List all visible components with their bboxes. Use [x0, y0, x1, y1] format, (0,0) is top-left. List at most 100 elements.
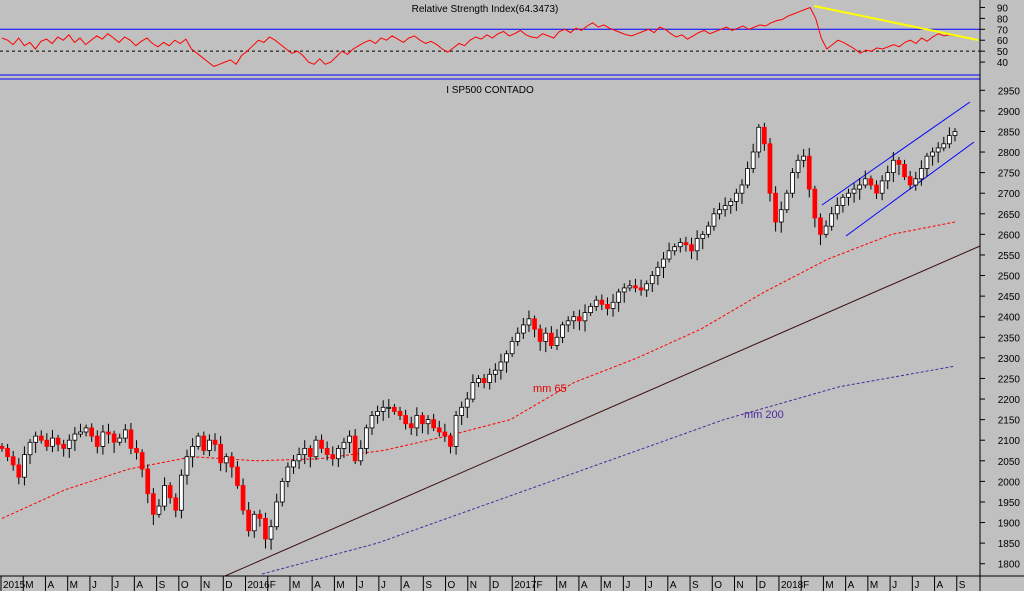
candle-up: [851, 188, 857, 194]
candle-down: [145, 468, 151, 495]
candle-up: [672, 246, 678, 252]
candle-up: [78, 431, 83, 435]
price-tick-label: 1900: [998, 519, 1021, 530]
time-label: J: [625, 580, 630, 591]
price-tick-label: 2350: [998, 333, 1021, 344]
candle-down: [599, 299, 605, 305]
candle-down: [532, 318, 537, 330]
candle-up: [857, 184, 863, 190]
candle-down: [448, 435, 453, 447]
rsi-yellow-trendline: [813, 5, 979, 41]
candle-down: [10, 456, 16, 466]
price-tick-label: 2600: [998, 230, 1021, 241]
candle-up: [22, 454, 27, 478]
candle-down: [201, 435, 207, 451]
time-label: S: [425, 580, 432, 591]
candle-up: [644, 283, 650, 291]
time-label: J: [648, 580, 653, 591]
candle-up: [711, 213, 717, 227]
candle-up: [291, 460, 296, 468]
candle-down: [0, 445, 5, 449]
candle-up: [369, 415, 375, 429]
candle-up: [509, 340, 515, 355]
candles: [0, 122, 958, 550]
candle-up: [649, 275, 655, 285]
time-label: O: [181, 580, 189, 591]
candle-up: [313, 439, 319, 458]
candle-up: [50, 437, 55, 447]
time-label: A: [848, 580, 855, 591]
candle-up: [543, 332, 549, 342]
candle-up: [347, 435, 352, 443]
candle-down: [106, 431, 111, 435]
candle-up: [184, 456, 190, 476]
time-label: F: [536, 580, 542, 591]
price-tick-label: 2750: [998, 169, 1021, 180]
candle-down: [330, 454, 336, 460]
candle-up: [279, 480, 285, 503]
candle-up: [504, 353, 509, 363]
candle-down: [633, 285, 638, 289]
candle-down: [537, 328, 543, 342]
candle-up: [778, 209, 784, 223]
candle-up: [207, 439, 212, 451]
candle-up: [335, 447, 341, 460]
long-term-trendline: [224, 245, 981, 577]
candle-down: [257, 513, 263, 519]
price-tick-label: 2300: [998, 354, 1021, 365]
time-label: N: [470, 580, 477, 591]
rsi-tick-label: 60: [997, 36, 1009, 47]
candle-up: [627, 285, 633, 289]
candle-up: [487, 373, 493, 383]
candle-up: [195, 435, 201, 447]
candle-up: [560, 324, 565, 338]
time-label: F: [803, 580, 809, 591]
time-label: M: [870, 580, 878, 591]
time-label: M: [70, 580, 78, 591]
time-label: M: [825, 580, 833, 591]
candle-down: [638, 287, 644, 291]
time-label: J: [892, 580, 897, 591]
candle-up: [117, 437, 123, 443]
candle-up: [610, 301, 616, 309]
price-tick-label: 1950: [998, 498, 1021, 509]
candle-down: [896, 159, 902, 165]
candle-down: [218, 443, 223, 464]
time-label: J: [359, 580, 364, 591]
candle-up: [492, 369, 498, 375]
time-label: J: [381, 580, 386, 591]
candle-up: [930, 151, 935, 157]
candle-down: [134, 447, 139, 453]
time-label: A: [47, 580, 54, 591]
candle-down: [442, 431, 448, 437]
candle-down: [689, 244, 694, 252]
time-label: A: [670, 580, 677, 591]
candle-up: [565, 320, 571, 326]
candle-down: [605, 303, 610, 309]
candle-down: [902, 163, 907, 178]
candle-up: [919, 168, 924, 180]
candle-up: [223, 456, 229, 464]
time-label: S: [959, 580, 966, 591]
time-label: N: [737, 580, 744, 591]
candle-down: [319, 439, 324, 449]
candle-up: [947, 135, 952, 145]
candle-up: [885, 172, 891, 182]
time-label: D: [492, 580, 499, 591]
candle-up: [33, 435, 39, 443]
candle-up: [358, 447, 364, 462]
time-label: S: [692, 580, 699, 591]
candle-down: [683, 242, 689, 246]
candle-down: [150, 493, 156, 515]
time-label: J: [914, 580, 919, 591]
candle-up: [706, 225, 711, 235]
price-tick-label: 2450: [998, 292, 1021, 303]
candle-down: [212, 439, 218, 445]
time-label: 2016: [248, 580, 271, 591]
price-tick-label: 2100: [998, 436, 1021, 447]
candle-down: [436, 427, 442, 433]
time-label: M: [559, 580, 567, 591]
rsi-tick-label: 40: [997, 58, 1009, 69]
candle-down: [874, 184, 879, 194]
